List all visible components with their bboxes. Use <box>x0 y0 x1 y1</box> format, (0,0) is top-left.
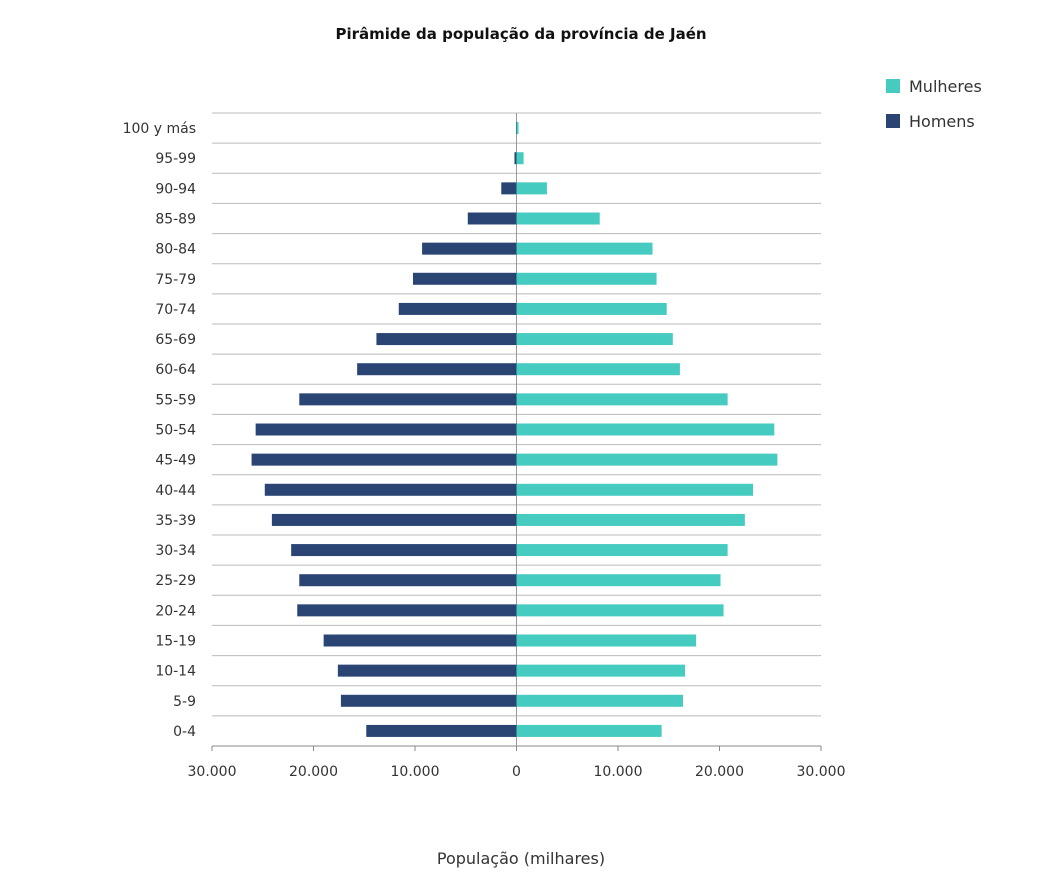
bar-homens <box>412 272 517 285</box>
bar-homens <box>271 513 517 526</box>
bar-homens <box>501 182 517 195</box>
bar-homens <box>398 302 517 315</box>
x-tick-label: 30.000 <box>188 764 237 780</box>
bar-homens <box>422 242 517 255</box>
bar-mulheres <box>516 152 524 165</box>
y-category-label: 90-94 <box>155 181 196 197</box>
bar-homens <box>514 152 517 165</box>
bar-mulheres <box>516 212 600 225</box>
y-category-label: 40-44 <box>155 483 196 499</box>
y-category-label: 25-29 <box>155 573 196 589</box>
y-category-label: 100 y más <box>123 121 196 137</box>
bar-mulheres <box>516 664 685 677</box>
y-category-label: 30-34 <box>155 543 196 559</box>
bar-homens <box>515 122 517 135</box>
bar-mulheres <box>516 513 745 526</box>
bar-mulheres <box>516 694 683 707</box>
y-category-label: 60-64 <box>155 362 196 378</box>
bar-mulheres <box>516 483 753 496</box>
bar-mulheres <box>516 423 775 436</box>
y-category-label: 5-9 <box>173 694 196 710</box>
bar-mulheres <box>516 453 778 466</box>
bar-mulheres <box>516 272 657 285</box>
y-category-label: 15-19 <box>155 634 196 650</box>
bar-homens <box>251 453 517 466</box>
bar-homens <box>467 212 517 225</box>
bar-homens <box>323 634 517 647</box>
bar-mulheres <box>516 604 724 617</box>
y-category-label: 50-54 <box>155 423 196 439</box>
bar-homens <box>297 604 517 617</box>
y-category-label: 80-84 <box>155 242 196 258</box>
bar-mulheres <box>516 574 721 587</box>
bar-mulheres <box>516 724 662 737</box>
y-category-label: 35-39 <box>155 513 196 529</box>
bar-homens <box>299 393 517 406</box>
legend-swatch-homens <box>886 114 900 128</box>
bar-mulheres <box>516 363 680 376</box>
x-tick-label: 10.000 <box>594 764 643 780</box>
bar-mulheres <box>516 242 653 255</box>
bar-homens <box>357 363 517 376</box>
bar-mulheres <box>516 333 673 346</box>
bar-mulheres <box>516 182 547 195</box>
y-category-label: 0-4 <box>173 724 196 740</box>
x-tick-label: 20.000 <box>695 764 744 780</box>
bar-mulheres <box>516 122 519 135</box>
x-tick-label: 0 <box>512 764 521 780</box>
legend-label-mulheres: Mulheres <box>909 77 982 96</box>
y-category-label: 45-49 <box>155 453 196 469</box>
bar-homens <box>291 544 517 557</box>
x-tick-label: 20.000 <box>289 764 338 780</box>
chart-title: Pirâmide da população da província de Ja… <box>335 25 706 43</box>
bar-homens <box>255 423 517 436</box>
x-tick-label: 30.000 <box>797 764 846 780</box>
y-category-label: 95-99 <box>155 151 196 167</box>
x-axis-label: População (milhares) <box>437 849 605 868</box>
legend-swatch-mulheres <box>886 79 900 93</box>
bar-homens <box>337 664 517 677</box>
y-category-label: 70-74 <box>155 302 196 318</box>
y-category-label: 75-79 <box>155 272 196 288</box>
y-category-label: 65-69 <box>155 332 196 348</box>
bar-mulheres <box>516 634 697 647</box>
y-category-label: 55-59 <box>155 392 196 408</box>
bar-homens <box>340 694 517 707</box>
bar-homens <box>264 483 517 496</box>
y-category-label: 10-14 <box>155 664 196 680</box>
bar-mulheres <box>516 302 667 315</box>
bar-homens <box>299 574 517 587</box>
bar-homens <box>376 333 517 346</box>
x-tick-label: 10.000 <box>391 764 440 780</box>
bar-homens <box>366 724 517 737</box>
y-category-label: 85-89 <box>155 212 196 228</box>
bar-mulheres <box>516 393 728 406</box>
bar-mulheres <box>516 544 728 557</box>
legend-label-homens: Homens <box>909 112 975 131</box>
y-category-label: 20-24 <box>155 603 196 619</box>
